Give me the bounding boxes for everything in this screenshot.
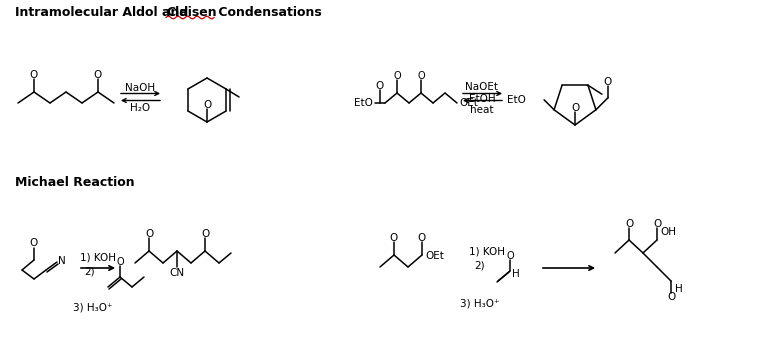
Text: NaOH: NaOH (125, 83, 155, 93)
Text: NaOEt: NaOEt (465, 82, 499, 92)
Text: Intramolecular Aldol and: Intramolecular Aldol and (15, 6, 192, 20)
Text: O: O (376, 81, 384, 91)
Text: Michael Reaction: Michael Reaction (15, 176, 135, 188)
Text: 2): 2) (85, 266, 95, 276)
Text: Condensations: Condensations (214, 6, 322, 20)
Text: OEt: OEt (425, 251, 444, 261)
Text: EtO: EtO (354, 98, 373, 108)
Text: heat: heat (470, 105, 494, 115)
Text: 1) KOH: 1) KOH (469, 247, 505, 257)
Text: O: O (116, 257, 124, 267)
Text: N: N (58, 256, 66, 266)
Text: O: O (145, 229, 153, 239)
Text: O: O (667, 292, 675, 302)
Text: O: O (418, 233, 426, 243)
Text: O: O (30, 70, 38, 80)
Text: OH: OH (660, 227, 676, 237)
Text: O: O (390, 233, 398, 243)
Text: EtO: EtO (507, 95, 526, 105)
Text: O: O (201, 229, 209, 239)
Text: O: O (417, 71, 425, 81)
Text: O: O (571, 103, 579, 113)
Text: O: O (30, 238, 38, 248)
Text: 3) H₃O⁺: 3) H₃O⁺ (73, 302, 113, 312)
Text: H₂O: H₂O (130, 103, 150, 113)
Text: 3) H₃O⁺: 3) H₃O⁺ (460, 299, 500, 309)
Text: H: H (675, 284, 683, 294)
Text: H: H (512, 269, 520, 279)
Text: Claisen: Claisen (166, 6, 216, 20)
Text: OEt: OEt (459, 98, 478, 108)
Text: EtOH: EtOH (468, 94, 495, 104)
Text: O: O (653, 219, 661, 229)
Text: O: O (604, 77, 612, 87)
Text: O: O (203, 100, 211, 110)
Text: 2): 2) (475, 261, 485, 271)
Text: 1) KOH: 1) KOH (80, 252, 116, 262)
Text: O: O (393, 71, 401, 81)
Text: CN: CN (169, 268, 185, 278)
Text: O: O (625, 219, 633, 229)
Text: O: O (94, 70, 102, 80)
Text: O: O (506, 251, 514, 261)
